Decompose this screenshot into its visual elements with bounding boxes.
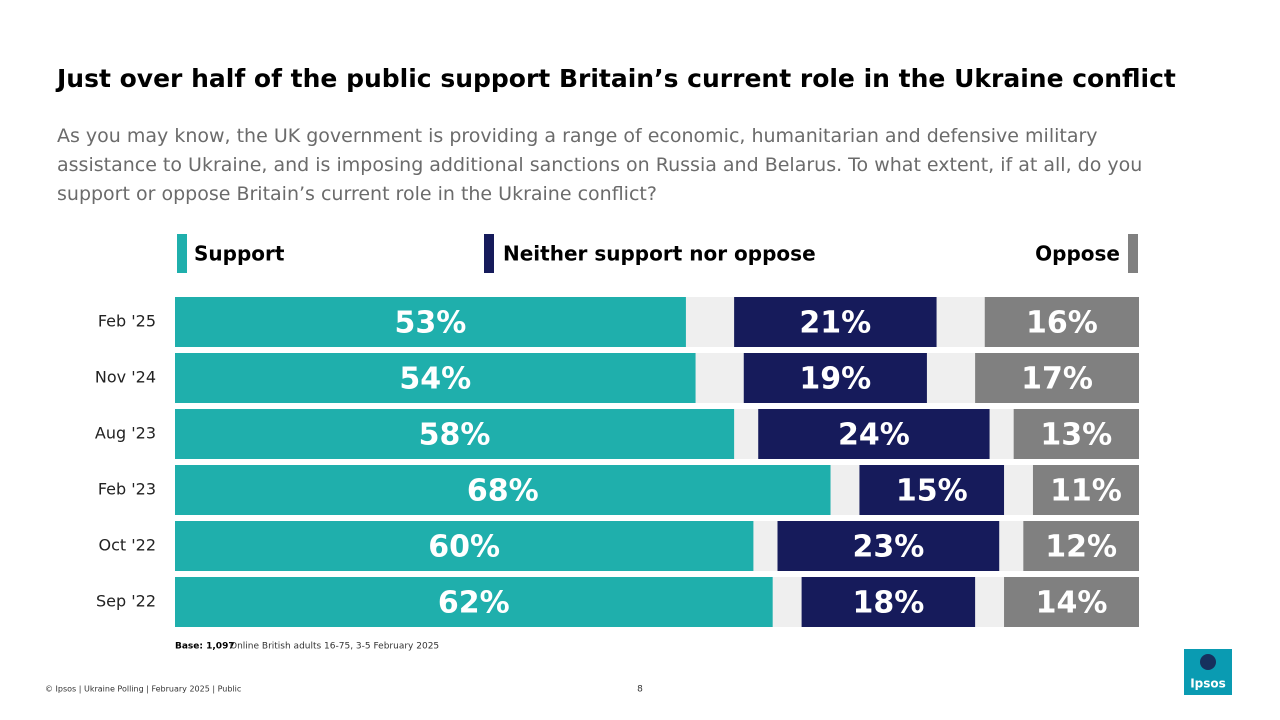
legend-label: Neither support nor oppose (503, 242, 816, 266)
data-label: 53% (395, 306, 467, 341)
bar-segment (801, 577, 976, 627)
data-label: 13% (1040, 418, 1112, 453)
bar-segment (743, 353, 927, 403)
footer-text: © Ipsos | Ukraine Polling | February 202… (45, 685, 241, 694)
bar-segment (175, 297, 686, 347)
data-label: 23% (852, 530, 924, 565)
bar-segment (859, 465, 1005, 515)
logo-mark (1200, 654, 1216, 670)
base-note: Online British adults 16-75, 3-5 Februar… (230, 642, 439, 652)
legend-swatch (1128, 234, 1138, 273)
base-label: Base: 1,097 (175, 642, 235, 652)
chart-title: Just over half of the public support Bri… (55, 64, 1176, 93)
subtitle: As you may know, the UK government is pr… (57, 125, 1143, 205)
logo-text: Ipsos (1190, 677, 1226, 691)
data-label: 58% (419, 418, 491, 453)
page-number: 8 (637, 685, 643, 695)
bar-segment (175, 577, 773, 627)
data-label: 11% (1050, 474, 1122, 509)
data-label: 18% (852, 586, 924, 621)
bar-segment (777, 521, 1000, 571)
legend-label: Oppose (1035, 242, 1120, 266)
bar-segment (758, 409, 990, 459)
data-label: 54% (399, 362, 471, 397)
legend-swatch (484, 234, 494, 273)
data-label: 21% (799, 306, 871, 341)
bar-segment (1004, 577, 1139, 627)
data-label: 19% (799, 362, 871, 397)
bar-segment (175, 409, 735, 459)
bar-segment (984, 297, 1139, 347)
data-label: 14% (1036, 586, 1108, 621)
y-tick-label: Aug '23 (95, 424, 156, 443)
y-tick-label: Feb '25 (98, 312, 156, 331)
bar-segment (175, 521, 754, 571)
data-label: 15% (896, 474, 968, 509)
y-tick-label: Nov '24 (95, 368, 156, 387)
y-tick-label: Sep '22 (96, 592, 156, 611)
data-label: 17% (1021, 362, 1093, 397)
bar-segment (1013, 409, 1139, 459)
legend-label: Support (194, 242, 285, 266)
bar-segment (734, 297, 937, 347)
y-tick-label: Feb '23 (98, 480, 156, 499)
data-label: 24% (838, 418, 910, 453)
bar-segment (175, 353, 696, 403)
bar-segment (1032, 465, 1139, 515)
data-label: 68% (467, 474, 539, 509)
legend-swatch (177, 234, 187, 273)
bar-segment (1023, 521, 1139, 571)
data-label: 60% (428, 530, 500, 565)
data-label: 62% (438, 586, 510, 621)
bar-segment (175, 465, 831, 515)
data-label: 12% (1045, 530, 1117, 565)
bar-segment (975, 353, 1139, 403)
data-label: 16% (1026, 306, 1098, 341)
y-tick-label: Oct '22 (98, 536, 156, 555)
